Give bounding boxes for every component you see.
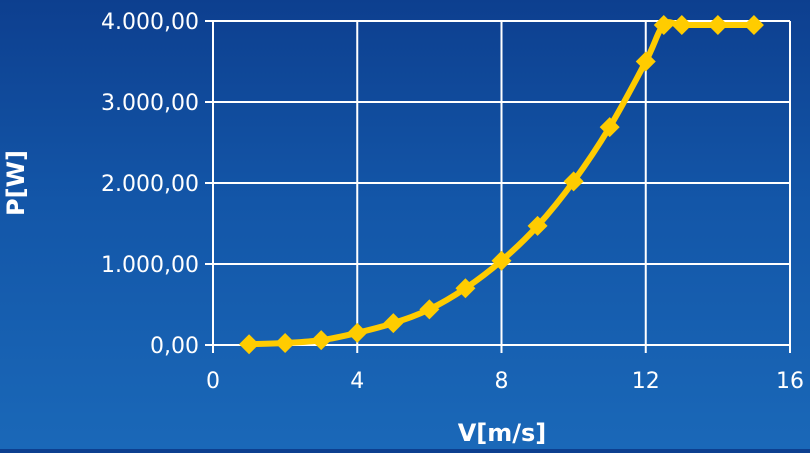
y-tick-label: 0,00: [150, 334, 199, 359]
y-axis-title: P[W]: [2, 150, 30, 216]
x-tick-label: 8: [495, 369, 509, 394]
y-tick-label: 3.000,00: [101, 91, 199, 116]
series-layer: [239, 15, 764, 355]
y-tick-label: 1.000,00: [101, 253, 199, 278]
data-point-marker: [419, 299, 440, 320]
data-point-marker: [653, 15, 674, 36]
x-tick-label: 16: [776, 369, 804, 394]
axis-layer: 0,00 1.000,00 2.000,00 3.000,00 4.000,00 0 4 8 1…: [101, 10, 804, 394]
y-tick-label: 4.000,00: [101, 10, 199, 35]
y-tick-label: 2.000,00: [101, 172, 199, 197]
x-axis-title: V[m/s]: [458, 419, 547, 447]
data-point-marker: [491, 250, 512, 271]
data-point-marker: [635, 51, 656, 72]
data-point-marker: [743, 15, 764, 36]
data-point-marker: [527, 215, 548, 236]
x-tick-label: 12: [632, 369, 660, 394]
data-point-marker: [311, 330, 332, 351]
data-point-marker: [347, 322, 368, 343]
x-tick-label: 4: [350, 369, 364, 394]
data-point-marker: [671, 15, 692, 36]
grid-layer: [205, 20, 791, 353]
data-point-marker: [275, 332, 296, 353]
x-tick-label: 0: [206, 369, 220, 394]
data-point-marker: [599, 117, 620, 138]
data-point-marker: [383, 313, 404, 334]
data-point-marker: [563, 171, 584, 192]
data-point-marker: [239, 334, 260, 355]
data-point-marker: [707, 15, 728, 36]
data-point-marker: [455, 278, 476, 299]
